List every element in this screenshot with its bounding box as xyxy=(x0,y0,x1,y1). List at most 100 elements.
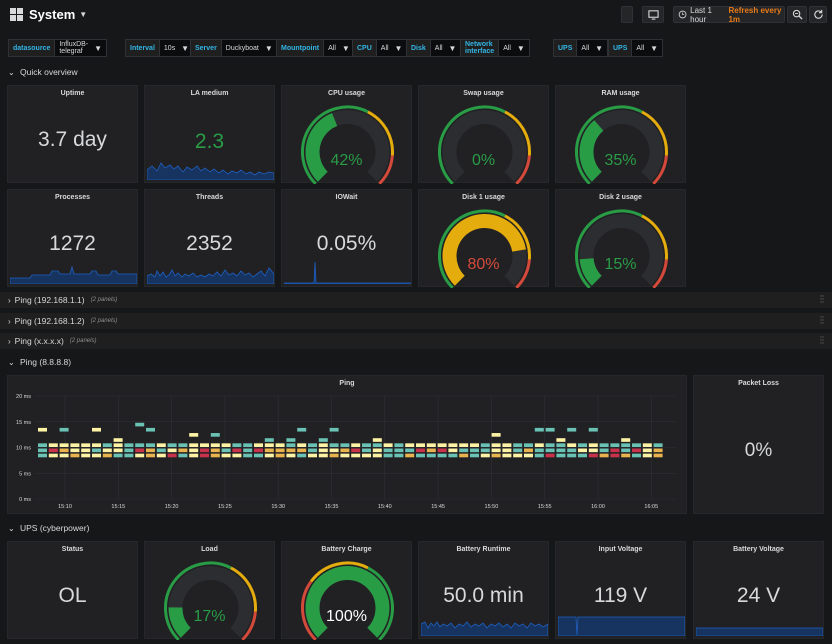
drag-handle-icon[interactable] xyxy=(820,336,824,346)
panel-iowait[interactable]: IOWait 0.05% xyxy=(281,189,412,287)
row-ping-192-168-1-1[interactable]: › Ping (192.168.1.1) (2 panels) xyxy=(0,292,832,308)
variable-datasource[interactable]: datasource InfluxDB-telegraf ▼ xyxy=(8,39,108,57)
x-tick-label: 15:35 xyxy=(325,504,339,510)
y-tick-label: 20 ms xyxy=(16,394,31,400)
panel-ping-heatmap[interactable]: Ping 20 ms 15 ms 10 ms 5 ms 0 ms 15:10 15:15 15… xyxy=(7,375,687,514)
panel-load[interactable]: Load 17% xyxy=(144,541,275,640)
panel-add-button[interactable] xyxy=(621,6,633,23)
tv-mode-button[interactable] xyxy=(642,6,664,23)
panel-ram-usage[interactable]: RAM usage 35% xyxy=(555,85,686,184)
heatmap-cell xyxy=(416,448,425,453)
heatmap-cell xyxy=(567,427,577,432)
panel-title: LA medium xyxy=(190,90,229,97)
variable-server[interactable]: Server Duckyboat ▼ xyxy=(190,39,278,57)
refresh-button[interactable] xyxy=(809,6,827,23)
heatmap-cell xyxy=(254,443,263,447)
variable-value[interactable]: InfluxDB-telegraf ▼ xyxy=(55,39,108,57)
dashboard-picker[interactable]: System ▼ xyxy=(10,7,87,22)
variable-network-interface[interactable]: Network interface All ▼ xyxy=(460,39,530,57)
top-navbar: System ▼ Last 1 hour Refresh every 1m xyxy=(0,0,832,30)
heatmap-cell xyxy=(534,427,544,432)
panel-disk2-usage[interactable]: Disk 2 usage 15% xyxy=(555,189,686,288)
panel-swap-usage[interactable]: Swap usage 0% xyxy=(418,85,549,184)
zoom-out-button[interactable] xyxy=(787,6,807,23)
panel-title: Threads xyxy=(195,194,224,201)
panel-battery-voltage[interactable]: Battery Voltage 24 V xyxy=(693,541,824,639)
panel-cpu-usage[interactable]: CPU usage 42% xyxy=(281,85,412,184)
variable-ups-1[interactable]: UPS All ▼ xyxy=(553,39,609,57)
variable-interval[interactable]: Interval 10s ▼ xyxy=(125,39,195,57)
row-ping-x-x-x-x[interactable]: › Ping (x.x.x.x) (2 panels) xyxy=(0,333,832,349)
heatmap-cell xyxy=(351,453,361,458)
row-title: Ping (192.168.1.2) xyxy=(14,316,85,326)
caret-down-icon: ▼ xyxy=(94,43,103,53)
heatmap-cell xyxy=(383,448,393,453)
heatmap-cell xyxy=(340,448,350,453)
heatmap-cell xyxy=(254,453,263,458)
gauge-threshold-band xyxy=(652,259,668,288)
panel-disk1-usage[interactable]: Disk 1 usage 80% xyxy=(418,189,549,288)
heatmap-cell xyxy=(81,453,91,458)
variable-value[interactable]: All ▼ xyxy=(430,39,462,57)
heatmap-cell xyxy=(437,448,447,453)
panel-input-voltage[interactable]: Input Voltage 119 V xyxy=(555,541,686,639)
panel-title: Processes xyxy=(54,194,91,201)
heatmap-cell xyxy=(146,443,155,447)
drag-handle-icon[interactable] xyxy=(820,295,824,305)
gauge-value: 35% xyxy=(604,152,637,169)
row-panel-count: (2 panels) xyxy=(90,318,118,324)
variable-value-text: InfluxDB-telegraf xyxy=(59,41,89,55)
panel-packet-loss[interactable]: Packet Loss 0% xyxy=(693,375,824,514)
heatmap-cell xyxy=(610,443,620,447)
panel-threads[interactable]: Threads 2352 xyxy=(144,189,275,287)
heatmap-cell xyxy=(329,453,339,458)
variable-value-text: All xyxy=(328,44,336,52)
panel-la-medium[interactable]: LA medium 2.3 xyxy=(144,85,275,183)
variable-value[interactable]: 10s ▼ xyxy=(159,39,195,57)
variable-value[interactable]: All ▼ xyxy=(632,39,664,57)
heatmap-cell xyxy=(81,443,91,447)
heatmap-cell xyxy=(545,453,555,458)
panel-title: Status xyxy=(61,546,84,553)
heatmap-cell xyxy=(189,448,199,453)
panel-title: RAM usage xyxy=(601,90,640,97)
variable-ups-2[interactable]: UPS All ▼ xyxy=(608,39,664,57)
heatmap-cell xyxy=(362,448,371,453)
drag-handle-icon[interactable] xyxy=(820,316,824,326)
variable-value[interactable]: All ▼ xyxy=(577,39,609,57)
variable-value[interactable]: All ▼ xyxy=(324,39,355,57)
gauge-disk1 xyxy=(438,209,531,288)
row-ping-192-168-1-2[interactable]: › Ping (192.168.1.2) (2 panels) xyxy=(0,313,832,329)
time-picker-button[interactable]: Last 1 hour Refresh every 1m xyxy=(673,6,785,24)
heatmap-cell xyxy=(200,453,209,458)
heatmap-cell xyxy=(491,443,501,447)
heatmap-cell xyxy=(632,453,641,458)
x-tick-label: 15:45 xyxy=(431,504,445,510)
row-quick-overview[interactable]: ⌄ Quick overview xyxy=(8,67,78,77)
variable-value[interactable]: All ▼ xyxy=(499,39,530,57)
panel-uptime[interactable]: Uptime 3.7 day xyxy=(7,85,138,183)
heatmap-cell xyxy=(426,448,436,453)
variable-disk[interactable]: Disk All ▼ xyxy=(406,39,462,57)
heatmap-cell xyxy=(632,443,641,447)
row-ups[interactable]: ⌄ UPS (cyberpower) xyxy=(8,523,89,533)
row-title: Ping (x.x.x.x) xyxy=(14,336,64,346)
panel-battery-charge[interactable]: Battery Charge 100% xyxy=(281,541,412,640)
variable-mountpoint[interactable]: Mountpoint All ▼ xyxy=(276,39,355,57)
variable-cpu[interactable]: CPU All ▼ xyxy=(352,39,408,57)
panel-title: Battery Runtime xyxy=(456,546,511,553)
x-tick-label: 15:20 xyxy=(165,504,179,510)
heatmap-cell xyxy=(632,448,641,453)
gauge-value-arc xyxy=(579,257,602,286)
variable-value[interactable]: All ▼ xyxy=(376,39,408,57)
gauge-threshold-band xyxy=(301,105,369,184)
panel-processes[interactable]: Processes 1272 xyxy=(7,189,138,287)
heatmap-cell xyxy=(653,453,663,458)
panel-ups-status[interactable]: Status OL xyxy=(7,541,138,639)
panel-battery-runtime[interactable]: Battery Runtime 50.0 min xyxy=(418,541,549,639)
heatmap-cell xyxy=(394,443,404,447)
variable-value[interactable]: Duckyboat ▼ xyxy=(221,39,278,57)
row-ping-8-8-8-8[interactable]: ⌄ Ping (8.8.8.8) xyxy=(8,357,71,367)
gauge-threshold-band xyxy=(367,566,394,640)
heatmap-cell xyxy=(318,443,328,447)
